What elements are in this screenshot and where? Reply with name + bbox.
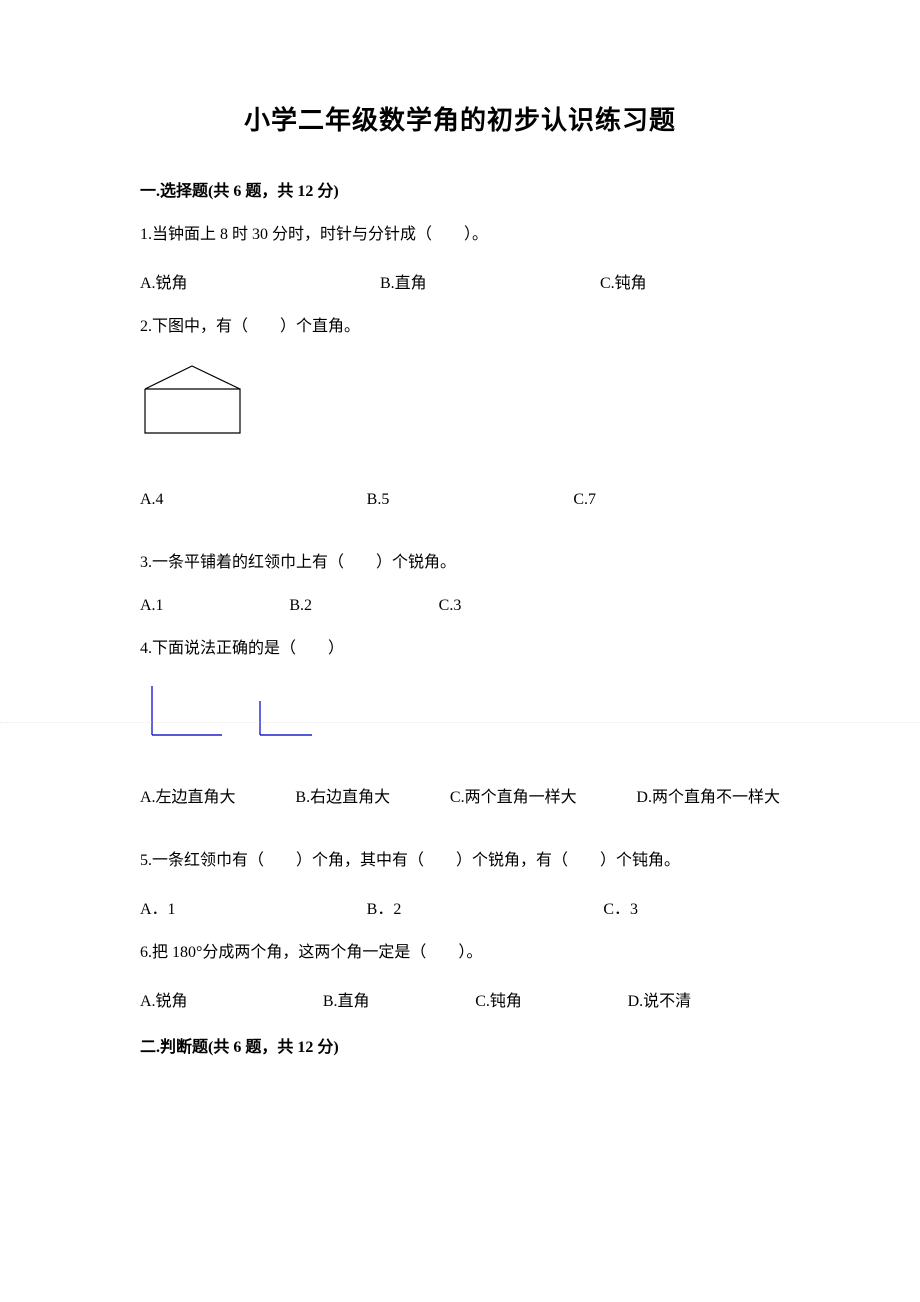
question-1: 1.当钟面上 8 时 30 分时，时针与分针成（ ）。 <box>140 223 780 247</box>
question-4-options: A.左边直角大 B.右边直角大 C.两个直角一样大 D.两个直角不一样大 <box>140 783 780 807</box>
question-3-options: A.1 B.2 C.3 <box>140 597 588 615</box>
q2-opt-b: B.5 <box>347 491 574 509</box>
house-diagram <box>140 361 780 441</box>
question-6-options: A.锐角 B.直角 C.钝角 D.说不清 <box>140 987 780 1011</box>
q3-opt-c: C.3 <box>439 597 588 615</box>
page-title: 小学二年级数学角的初步认识练习题 <box>140 100 780 137</box>
question-5: 5.一条红领巾有（ ）个角，其中有（ ）个锐角，有（ ）个钝角。 <box>140 849 780 873</box>
question-4: 4.下面说法正确的是（ ） <box>140 637 780 661</box>
section-2-header: 二.判断题(共 6 题，共 12 分) <box>140 1033 780 1057</box>
q6-opt-a: A.锐角 <box>140 987 323 1011</box>
section-1-header: 一.选择题(共 6 题，共 12 分) <box>140 177 780 201</box>
q3-opt-b: B.2 <box>289 597 438 615</box>
q1-opt-a: A.锐角 <box>140 269 320 293</box>
question-6: 6.把 180°分成两个角，这两个角一定是（ ）。 <box>140 941 780 965</box>
q6-opt-b: B.直角 <box>323 987 475 1011</box>
q5-opt-c: C．3 <box>543 895 780 919</box>
q4-opt-a: A.左边直角大 <box>140 783 236 807</box>
q3-opt-a: A.1 <box>140 597 289 615</box>
q5-opt-a: A．1 <box>140 895 317 919</box>
angles-diagram <box>140 683 780 743</box>
q2-opt-c: C.7 <box>573 491 780 509</box>
q2-opt-a: A.4 <box>140 491 347 509</box>
q6-opt-c: C.钝角 <box>475 987 627 1011</box>
q6-opt-d: D.说不清 <box>628 987 780 1011</box>
question-2-options: A.4 B.5 C.7 <box>140 491 780 509</box>
q5-opt-b: B．2 <box>317 895 544 919</box>
q4-opt-c: C.两个直角一样大 <box>450 783 577 807</box>
question-1-options: A.锐角 B.直角 C.钝角 <box>140 269 780 293</box>
q4-opt-d: D.两个直角不一样大 <box>636 783 780 807</box>
q1-opt-b: B.直角 <box>320 269 560 293</box>
question-5-options: A．1 B．2 C．3 <box>140 895 780 919</box>
question-2: 2.下图中，有（ ）个直角。 <box>140 315 780 339</box>
q1-opt-c: C.钝角 <box>560 269 780 293</box>
question-3: 3.一条平铺着的红领巾上有（ ）个锐角。 <box>140 551 780 575</box>
faint-separator <box>0 722 920 723</box>
q4-opt-b: B.右边直角大 <box>295 783 390 807</box>
